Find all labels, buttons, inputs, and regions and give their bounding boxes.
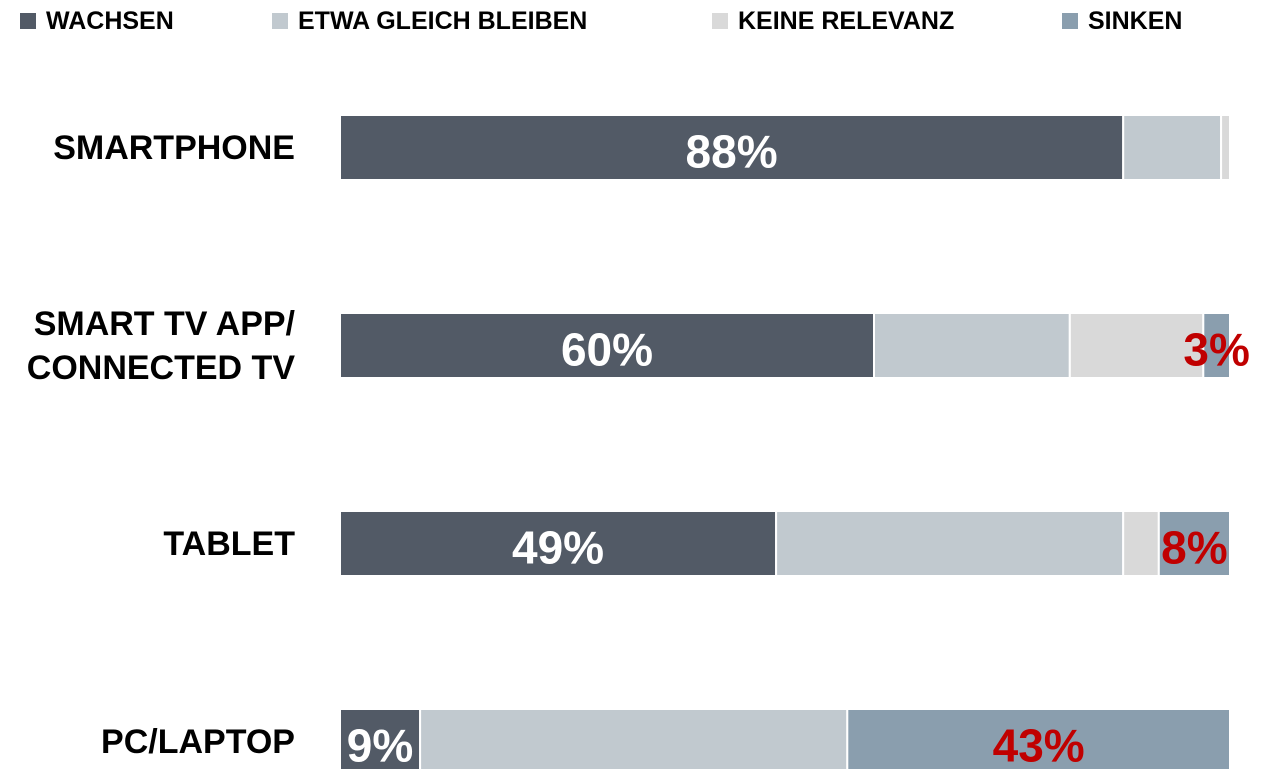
bar-segment	[1202, 312, 1232, 379]
legend-label: KEINE RELEVANZ	[738, 7, 954, 35]
bar-segment	[339, 114, 1125, 181]
data-label: 88%	[686, 126, 778, 178]
data-label: 60%	[561, 324, 653, 376]
category-label: PC/LAPTOP	[101, 722, 295, 761]
category-label: SMART TV APP/ CONNECTED TV	[26, 304, 295, 387]
bar-segment	[1122, 114, 1223, 181]
data-label: 43%	[993, 720, 1085, 769]
bar-segment	[339, 510, 778, 577]
bar-segment	[339, 708, 422, 769]
bar-segment	[775, 510, 1125, 577]
data-label: 3%	[1183, 324, 1249, 376]
bar-segment	[1157, 510, 1232, 577]
legend-swatch	[1062, 13, 1078, 29]
bar-segment	[1220, 114, 1231, 181]
data-label: 8%	[1161, 522, 1227, 574]
legend-swatch	[272, 13, 288, 29]
category-label: SMARTPHONE	[53, 128, 295, 167]
bar-segment	[419, 708, 849, 769]
bar-segment	[339, 312, 875, 379]
bar-segment	[873, 312, 1071, 379]
bar-segment	[846, 708, 1231, 769]
data-label: 9%	[347, 720, 413, 769]
bar-segment	[1122, 510, 1160, 577]
legend-swatch	[712, 13, 728, 29]
data-label: 49%	[512, 522, 604, 574]
legend-label: WACHSEN	[46, 7, 174, 35]
legend-label: SINKEN	[1088, 7, 1182, 35]
legend-label: ETWA GLEICH BLEIBEN	[298, 7, 587, 35]
bar-segment	[1068, 312, 1205, 379]
legend-swatch	[20, 13, 36, 29]
category-label: TABLET	[163, 524, 295, 563]
